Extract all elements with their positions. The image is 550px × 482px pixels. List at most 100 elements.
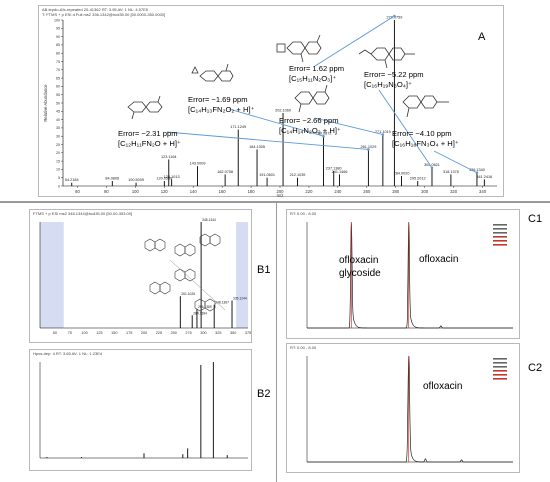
legend-entry <box>493 378 507 380</box>
chromatogram-trace <box>307 355 513 463</box>
peak-label: 191.0601 <box>259 173 275 177</box>
panel-a-spectrum: 0 5 10 15 20 25 30 35 40 45 50 55 60 65 70 75 80 85 90 95 10… <box>43 14 497 198</box>
arrow-head <box>475 171 479 175</box>
peak-label: 120.0559 <box>156 177 172 181</box>
y-axis-label: Relative Abundance <box>43 84 48 122</box>
annotation-arrow <box>314 15 395 67</box>
panel-b1-spectrum: 50 75 100 125 150 175 200 225 250 275 300 325 350 375… <box>39 218 251 335</box>
vertical-separator <box>276 203 277 482</box>
label-a: A <box>478 31 486 43</box>
label-c2: C2 <box>528 362 543 374</box>
x-tick-label: 240 <box>334 189 342 194</box>
panel-c1: RT: 0.00 - 8.00 ofloxacin glycoside oflo… <box>286 209 520 339</box>
ring <box>149 281 161 295</box>
legend-entry <box>493 370 507 372</box>
legend-entry <box>493 358 507 360</box>
legend-entry <box>493 244 507 246</box>
structure-c14-cyclopropyl-icon <box>191 63 234 82</box>
annotation-2-error: Error= −1.69 ppm <box>188 95 248 104</box>
legend-entry <box>493 366 507 368</box>
annotation-1-formula: [C₁₂H₁₁FN₂O + H]⁺ <box>118 139 181 148</box>
peak-label: 348.1367 <box>215 301 229 305</box>
panel-c2-chromatogram <box>306 355 513 463</box>
annotation-arrow <box>314 117 383 135</box>
y-tick-label: 45 <box>56 110 60 114</box>
shaded-region-right <box>236 222 248 328</box>
peak-label: 237.1380 <box>326 167 342 171</box>
peak-label: 100.5009 <box>128 178 144 182</box>
peak-label: 125.1013 <box>164 175 180 179</box>
x-tick-label: 125 <box>96 331 102 335</box>
y-tick-label: 95 <box>56 27 60 31</box>
annotation-5-formula: [C₁₆H₁₉N₃O₄]⁺ <box>364 80 412 89</box>
arrow-head <box>367 148 370 151</box>
x-tick-label: 225 <box>156 331 162 335</box>
structure-drawings-icon <box>144 233 221 312</box>
panel-a-header-2: T: FTMS + p ESI d Full ms2 336.1342@hcd3… <box>42 12 166 17</box>
label-b1: B1 <box>257 264 271 276</box>
peak-label: 271.1019 <box>375 130 391 134</box>
y-tick-label: 65 <box>56 76 60 80</box>
peak-label: 305.0621 <box>424 163 440 167</box>
x-tick-label: 340 <box>479 189 487 194</box>
panel-c2-header: RT: 0.00 - 8.00 <box>290 345 317 350</box>
annotation-1-error: Error= −2.31 ppm <box>118 129 178 138</box>
x-tick-label: 280 <box>392 189 400 194</box>
x-tick-label: 275 <box>185 331 191 335</box>
annotation-4-formula: [C₁₄H₁₄N₂O₂ + H]⁺ <box>279 126 341 135</box>
horizontal-separator <box>0 201 550 203</box>
legend-entry <box>493 362 507 364</box>
ring <box>159 281 171 295</box>
panel-b1-header: FTMS + p ESI ms2 348.1344@hcd35.00 [50.0… <box>33 211 133 216</box>
x-tick-label: 220 <box>305 189 313 194</box>
ring <box>204 298 216 312</box>
legend-entry <box>493 232 507 234</box>
peak-label: 335.1244 <box>233 296 247 300</box>
y-tick-label: 100 <box>54 18 60 22</box>
x-tick-label: 175 <box>126 331 132 335</box>
x-tick-label: 140 <box>190 189 198 194</box>
peak-label: 336.1340 <box>469 168 485 172</box>
y-tick-label: 15 <box>56 159 60 163</box>
x-axis-label: m/z <box>277 193 284 198</box>
peak-label-ofloxacin-c2: ofloxacin <box>423 381 463 392</box>
x-tick-label: 260 <box>363 189 371 194</box>
legend-block <box>493 358 507 380</box>
y-tick-label: 85 <box>56 43 60 47</box>
peak-label-ofloxacin: ofloxacin <box>419 254 459 265</box>
panel-b2-header: Hpos-dep: 4 RT: 3.65 AV: 1 NL: 1.23E4 <box>33 351 103 356</box>
arrow-head <box>381 133 385 136</box>
y-tick-label: 75 <box>56 60 60 64</box>
peak-label: 212.1039 <box>290 173 306 177</box>
x-tick-label: 100 <box>132 189 140 194</box>
x-tick-label: 150 <box>111 331 117 335</box>
arrow-head <box>322 134 325 138</box>
x-tick-label: 50 <box>53 331 57 335</box>
ring <box>184 243 196 257</box>
x-tick-label: 75 <box>68 331 72 335</box>
x-tick-label: 325 <box>215 331 221 335</box>
label-b2: B2 <box>257 388 271 400</box>
y-tick-label: 60 <box>56 85 60 89</box>
x-tick-label: 375 <box>245 331 251 335</box>
y-tick-label: 25 <box>56 143 60 147</box>
ring <box>184 268 196 282</box>
annotation-arrow <box>433 150 478 174</box>
annotation-3-formula: [C₁₅H₁₁N₂O₃]⁺ <box>289 74 337 83</box>
peak-label: 341.2416 <box>476 175 492 179</box>
y-tick-label: 30 <box>56 135 60 139</box>
y-tick-label: 70 <box>56 68 60 72</box>
peak-label: 54.2184 <box>65 178 79 182</box>
x-tick-label: 350 <box>230 331 236 335</box>
panel-c2: RT: 0.00 - 8.00 ofloxacin <box>286 343 520 473</box>
peak-label: 261.1029 <box>360 145 376 149</box>
x-tick-label: 120 <box>161 189 169 194</box>
peak-label: 348.1344 <box>202 218 216 222</box>
peak-label: 318.1375 <box>443 170 459 174</box>
x-tick-label: 100 <box>81 331 87 335</box>
panel-a-header-1: AB.tepdu-Afx-repeated 20-41362 RT: 3.95 … <box>42 7 148 12</box>
legend-entry <box>493 240 507 242</box>
annotation-arrow <box>166 131 369 150</box>
legend-entry <box>493 236 507 238</box>
peak-label: 184.1305 <box>249 145 265 149</box>
